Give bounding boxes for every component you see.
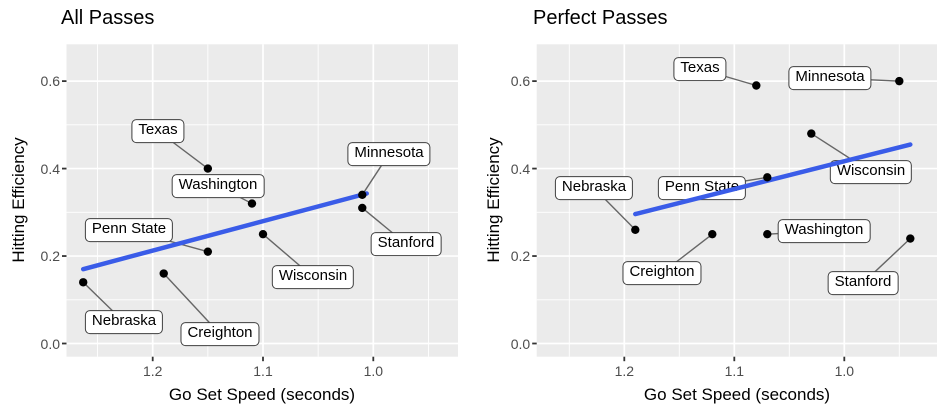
point-label-nebraska: Nebraska <box>554 176 634 200</box>
y-tick-label: 0.4 <box>40 160 60 177</box>
point-label-wisconsin: Wisconsin <box>829 160 913 184</box>
point-label-stanford: Stanford <box>370 232 442 256</box>
point-label-washington: Washington <box>171 174 265 198</box>
y-axis-title-left: Hitting Efficiency <box>9 137 28 263</box>
x-tick-label: 1.1 <box>253 363 273 379</box>
panel-title-perfect-passes: Perfect Passes <box>533 7 668 29</box>
point-label-minnesota: Minnesota <box>788 66 872 90</box>
y-tick-label: 0.2 <box>510 248 531 265</box>
y-tick-label: 0.6 <box>510 73 531 90</box>
point-label-penn-state: Penn State <box>84 218 174 242</box>
point-label-penn-state: Penn State <box>657 176 747 200</box>
point-label-creighton: Creighton <box>180 322 260 346</box>
point-label-minnesota: Minnesota <box>347 142 431 166</box>
y-tick-label: 0.0 <box>40 335 60 352</box>
y-tick-label: 0.6 <box>40 73 60 90</box>
point-label-texas: Texas <box>131 119 185 143</box>
point-label-texas: Texas <box>673 57 727 81</box>
x-tick-label: 1.0 <box>363 363 384 379</box>
point-label-washington: Washington <box>777 219 871 243</box>
y-axis-title-right: Hitting Efficiency <box>484 137 503 263</box>
x-axis-title-left: Go Set Speed (seconds) <box>168 385 356 404</box>
x-tick-label: 1.1 <box>724 363 745 379</box>
point-label-nebraska: Nebraska <box>84 310 164 334</box>
x-tick-label: 1.2 <box>614 363 635 379</box>
y-tick-label: 0.2 <box>40 248 60 265</box>
y-tick-label: 0.4 <box>510 160 531 177</box>
x-axis-title-right: Go Set Speed (seconds) <box>643 385 831 404</box>
point-label-creighton: Creighton <box>622 261 702 285</box>
x-tick-label: 1.0 <box>834 363 855 379</box>
point-label-stanford: Stanford <box>827 271 899 295</box>
x-tick-label: 1.2 <box>142 363 163 379</box>
y-tick-label: 0.0 <box>510 335 531 352</box>
panel-title-all-passes: All Passes <box>61 7 155 29</box>
point-label-wisconsin: Wisconsin <box>271 265 355 289</box>
